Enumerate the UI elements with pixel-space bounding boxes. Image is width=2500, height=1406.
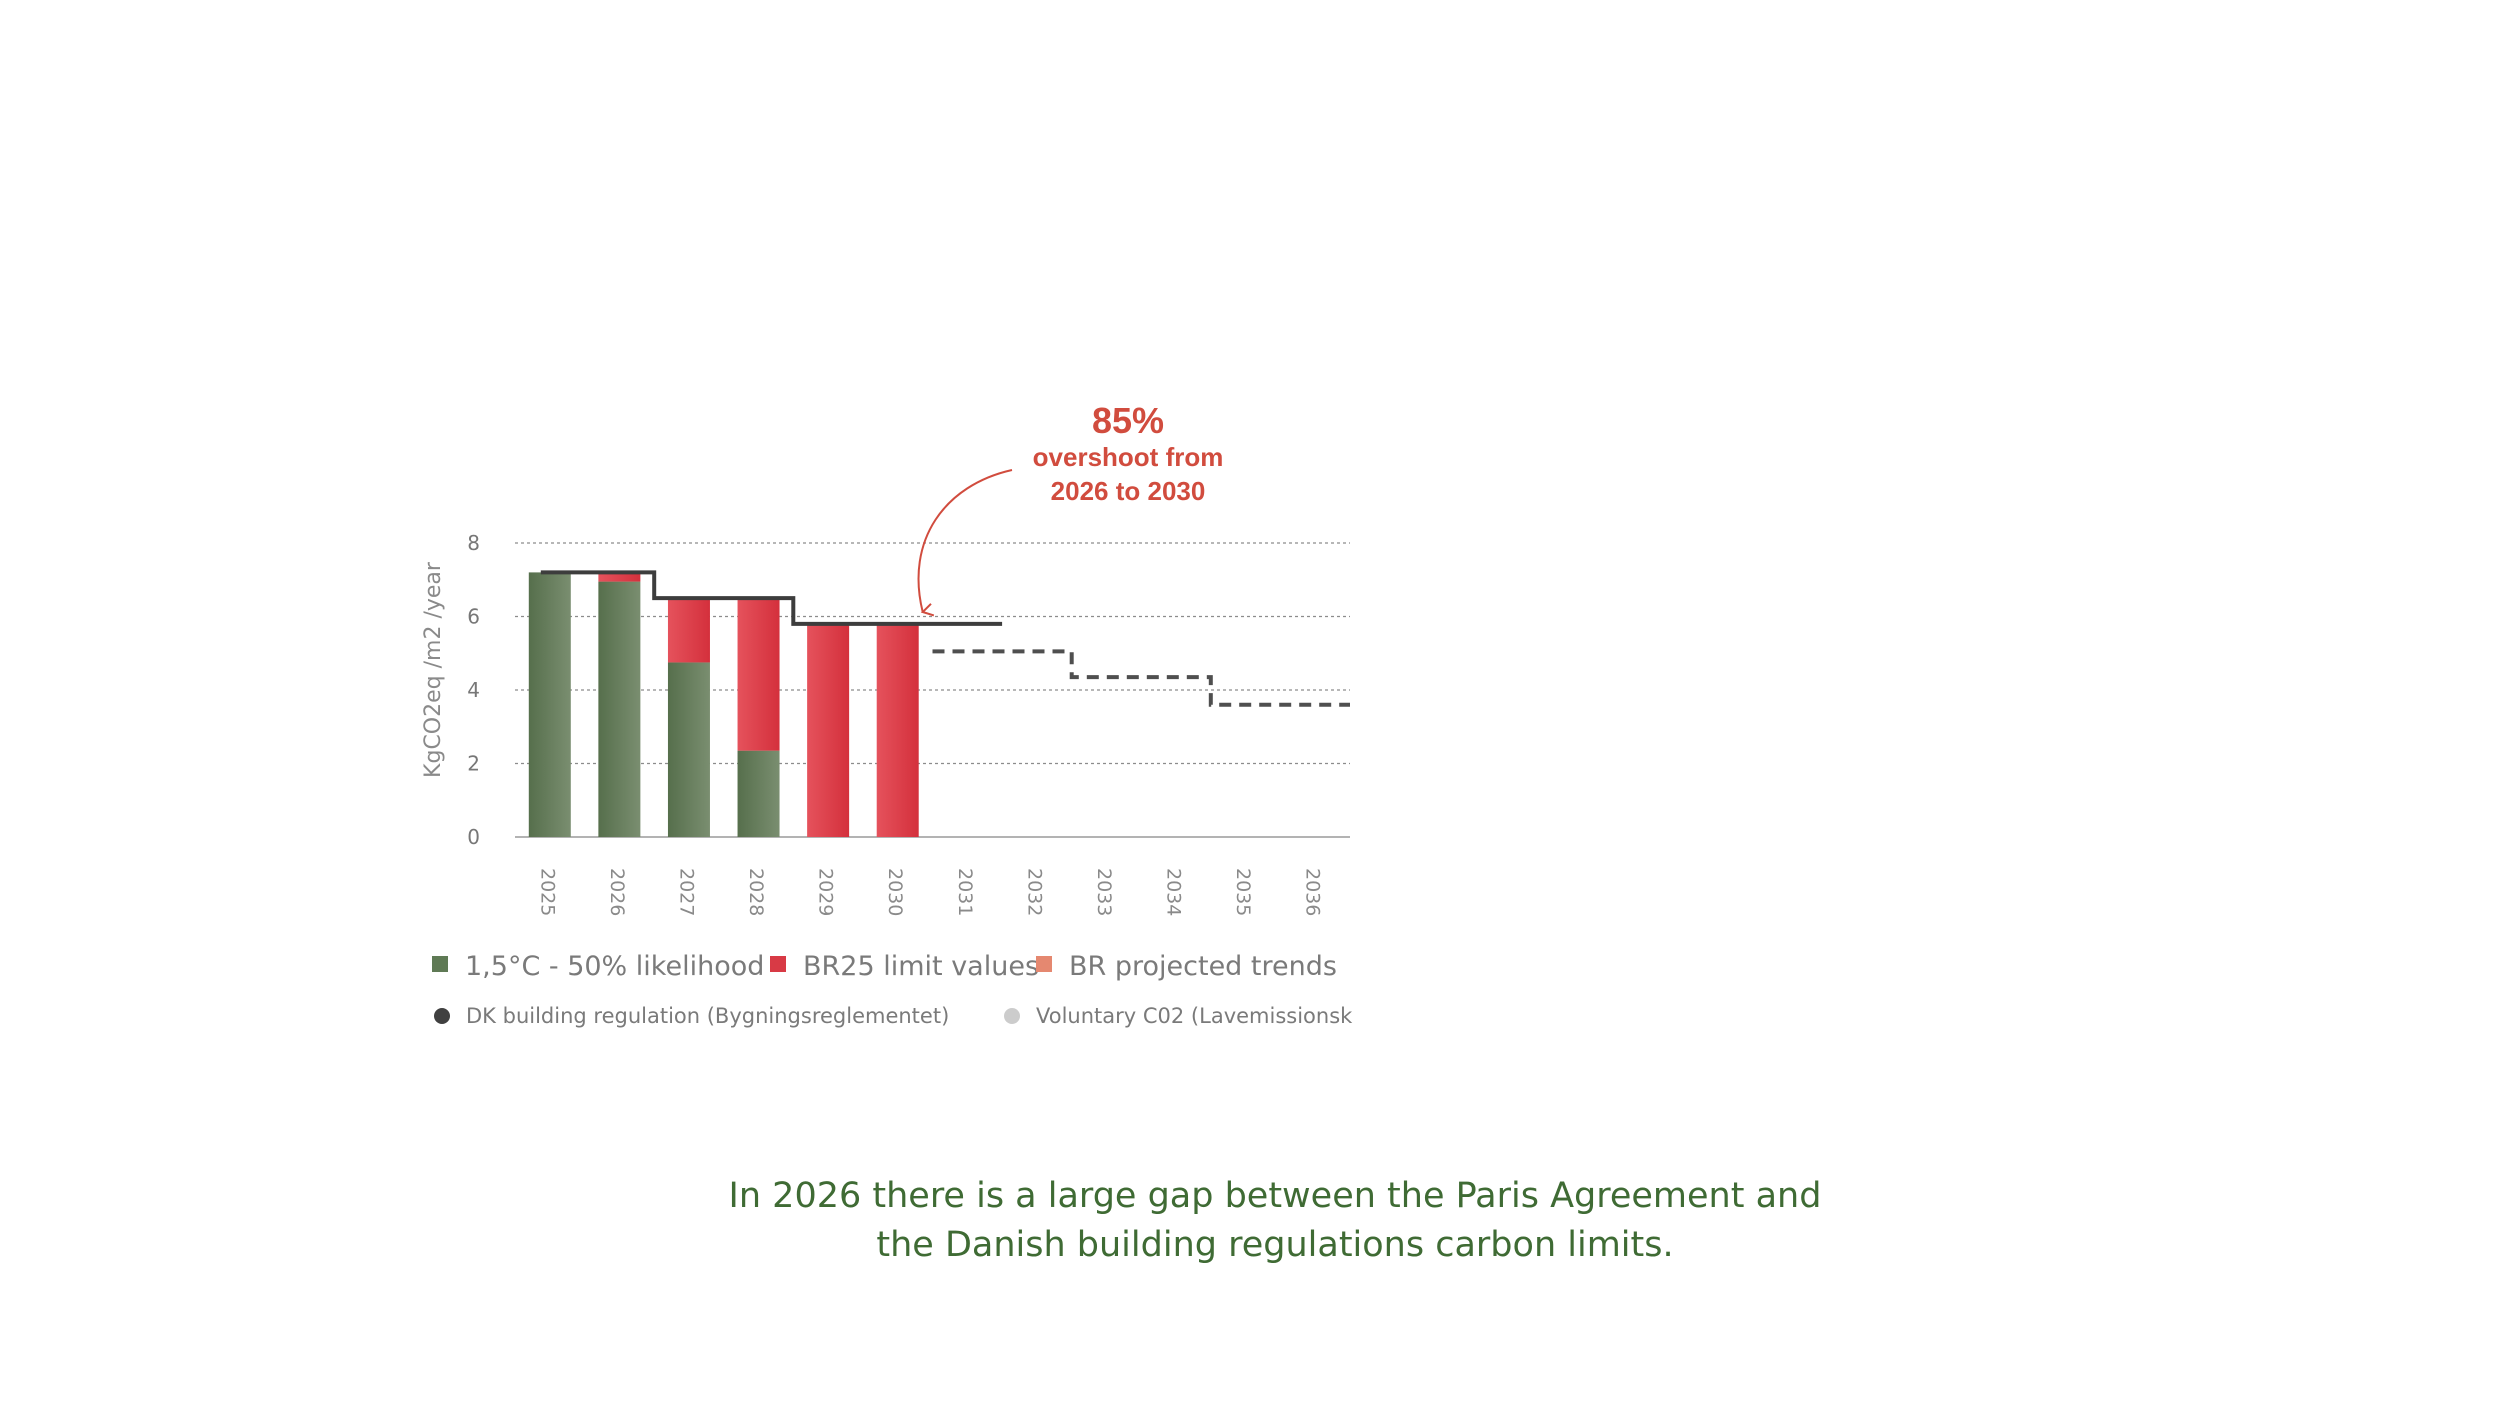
bar-paris-1-5c	[667, 662, 710, 837]
bar-br25-limit	[876, 623, 919, 837]
gridlines	[515, 542, 1350, 838]
x-tick-label: 2035	[1232, 868, 1254, 916]
legend-dot	[434, 1008, 450, 1024]
x-tick-label: 2028	[745, 868, 767, 916]
caption: In 2026 there is a large gap between the…	[650, 1172, 1900, 1270]
legend-dot	[1004, 1008, 1020, 1024]
y-tick-label: 4	[467, 678, 480, 702]
legend-swatch	[432, 956, 448, 972]
legend-swatch	[770, 956, 786, 972]
bar-br25-limit	[598, 572, 641, 582]
annotation-value: 85%	[1092, 400, 1164, 441]
br-projected-line	[932, 649, 1350, 707]
caption-line1: In 2026 there is a large gap between the…	[728, 1176, 1822, 1216]
x-tick-label: 2033	[1093, 868, 1115, 916]
y-axis-ticks: 0 2 4 6 8	[467, 531, 480, 849]
overshoot-annotation: 85% overshoot from 2026 to 2030	[917, 400, 1224, 617]
annotation-line1: overshoot from	[1033, 442, 1224, 472]
y-tick-label: 2	[467, 752, 480, 776]
dk-regulation-line	[540, 570, 1003, 626]
y-axis-title: KgCO2eq /m2 /year	[421, 561, 446, 778]
x-tick-label: 2032	[1023, 868, 1045, 916]
x-tick-label: 2025	[536, 868, 558, 916]
x-tick-label: 2026	[606, 868, 628, 916]
legend-label: BR projected trends	[1069, 951, 1337, 982]
bar-br25-limit	[667, 598, 710, 663]
annotation-line2: 2026 to 2030	[1051, 476, 1206, 506]
bar-paris-1-5c	[528, 572, 571, 837]
limit-lines	[540, 570, 1350, 707]
x-tick-label: 2029	[815, 868, 837, 916]
bar-paris-1-5c	[737, 750, 780, 837]
x-tick-label: 2034	[1163, 868, 1185, 916]
legend-label: BR25 limit values	[803, 951, 1039, 982]
x-tick-label: 2036	[1302, 868, 1324, 916]
annotation-arrow	[917, 469, 1013, 617]
bar-paris-1-5c	[598, 581, 641, 837]
bar-br25-limit	[807, 623, 850, 837]
x-tick-label: 2030	[884, 868, 906, 916]
caption-line2: the Danish building regulations carbon l…	[876, 1225, 1674, 1265]
legend-label: DK building regulation (Bygningsreglemen…	[466, 1004, 949, 1028]
legend-swatch	[1036, 956, 1052, 972]
y-tick-label: 6	[467, 605, 480, 629]
y-tick-label: 8	[467, 531, 480, 555]
y-tick-label: 0	[467, 825, 480, 849]
legend: 1,5°C - 50% likelihood BR25 limit values B…	[432, 951, 1353, 1028]
bar-br25-limit	[737, 598, 780, 751]
legend-label: Voluntary C02 (Lavemissionsk	[1036, 1004, 1353, 1028]
x-axis-ticks: 2025 2026 2027 2028 2029 2030 2031 2032 2033 2034…	[536, 868, 1323, 916]
x-tick-label: 2031	[954, 868, 976, 916]
legend-label: 1,5°C - 50% likelihood	[465, 951, 764, 982]
bars	[528, 572, 919, 837]
x-tick-label: 2027	[675, 868, 697, 916]
